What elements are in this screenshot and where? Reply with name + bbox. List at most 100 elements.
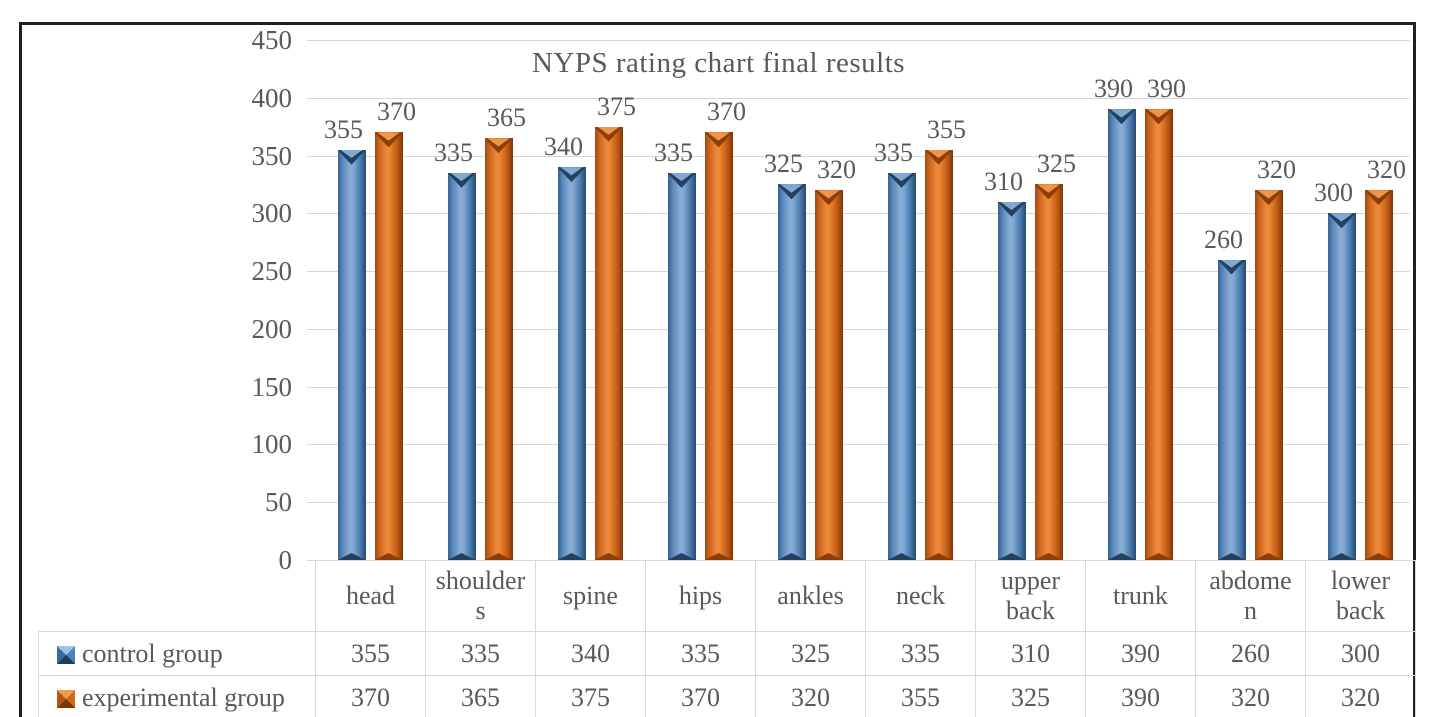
y-axis-tick-label: 0 bbox=[278, 545, 293, 575]
gridline bbox=[307, 97, 1410, 99]
legend-cell: control group bbox=[38, 631, 316, 676]
category-header-cell: ankles bbox=[755, 560, 866, 632]
bar-experimental-group-hips bbox=[704, 132, 733, 560]
gridline bbox=[307, 386, 1410, 388]
value-cell: 375 bbox=[535, 675, 646, 717]
value-cell: 370 bbox=[645, 675, 756, 717]
bar-base-shading bbox=[1217, 552, 1246, 560]
bar-experimental-group-neck bbox=[924, 149, 953, 560]
bar-base-shading bbox=[814, 552, 843, 560]
bar-base-shading bbox=[1254, 552, 1283, 560]
category-header-cell: neck bbox=[865, 560, 976, 632]
value-cell: 335 bbox=[865, 631, 976, 676]
bar-value-label: 370 bbox=[707, 97, 746, 127]
y-axis-tick-label: 350 bbox=[251, 140, 293, 171]
bar-value-label: 320 bbox=[1257, 155, 1296, 185]
bar-experimental-group-ankles bbox=[814, 190, 843, 560]
bar-value-label: 390 bbox=[1147, 74, 1186, 104]
series-row: experimental group 370 365 375 370 320 355 325 3… bbox=[38, 675, 1416, 717]
bar-value-label: 325 bbox=[1037, 149, 1076, 179]
legend-series-label: experimental group bbox=[82, 682, 285, 712]
bar-value-label: 340 bbox=[544, 132, 583, 162]
bar-base-shading bbox=[1327, 552, 1356, 560]
category-header-row: head shoulder s spine hips ankles neck upper b… bbox=[39, 560, 1416, 632]
bar-base-shading bbox=[447, 552, 476, 560]
category-header-cell: shoulder s bbox=[425, 560, 536, 632]
bar-value-label: 300 bbox=[1314, 178, 1353, 208]
value-cell: 340 bbox=[535, 631, 646, 676]
gridline bbox=[307, 155, 1410, 157]
bar-base-shading bbox=[557, 552, 586, 560]
legend-key-icon bbox=[57, 689, 75, 708]
bar-control-group-head bbox=[337, 149, 366, 560]
bar-base-shading bbox=[777, 552, 806, 560]
table-blank-corner bbox=[39, 561, 316, 632]
bar-experimental-group-shoulders bbox=[484, 138, 513, 560]
gridline bbox=[307, 213, 1410, 215]
bar-value-label: 335 bbox=[874, 137, 913, 167]
y-axis-tick-label: 50 bbox=[265, 487, 292, 518]
y-axis-tick-label: 100 bbox=[251, 429, 293, 460]
bar-value-label: 320 bbox=[1367, 155, 1406, 185]
bar-control-group-shoulders bbox=[447, 172, 476, 560]
bar-value-label: 335 bbox=[434, 137, 473, 167]
bar-value-label: 390 bbox=[1094, 74, 1133, 104]
value-cell: 370 bbox=[315, 675, 426, 717]
bar-experimental-group-abdomen bbox=[1254, 190, 1283, 560]
bar-base-shading bbox=[374, 552, 403, 560]
bar-base-shading bbox=[484, 552, 513, 560]
value-cell: 390 bbox=[1085, 631, 1196, 676]
value-cell: 365 bbox=[425, 675, 536, 717]
bar-value-label: 320 bbox=[817, 155, 856, 185]
value-cell: 325 bbox=[975, 675, 1086, 717]
gridline bbox=[307, 328, 1410, 330]
data-table: head shoulder s spine hips ankles neck upper b… bbox=[38, 560, 1416, 717]
y-axis-tick-label: 300 bbox=[251, 198, 293, 229]
value-cell: 320 bbox=[1305, 675, 1416, 717]
bar-control-group-lower-back bbox=[1327, 213, 1356, 560]
bar-value-label: 355 bbox=[324, 114, 363, 144]
value-cell: 335 bbox=[425, 631, 536, 676]
category-header-cell: lower back bbox=[1305, 560, 1416, 632]
legend-series-label: control group bbox=[82, 638, 223, 668]
bar-base-shading bbox=[924, 552, 953, 560]
bar-base-shading bbox=[1034, 552, 1063, 560]
legend-key-icon bbox=[57, 645, 75, 664]
bar-control-group-trunk bbox=[1107, 109, 1136, 560]
y-axis-tick-label: 250 bbox=[251, 256, 293, 287]
y-axis-tick-label: 150 bbox=[251, 371, 293, 402]
y-axis-tick-label: 450 bbox=[251, 25, 293, 55]
bar-value-label: 325 bbox=[764, 149, 803, 179]
value-cell: 325 bbox=[755, 631, 866, 676]
category-header-cell: head bbox=[315, 560, 426, 632]
bar-base-shading bbox=[594, 552, 623, 560]
bar-experimental-group-lower-back bbox=[1364, 190, 1393, 560]
y-axis-tick-label: 400 bbox=[251, 82, 293, 113]
bar-value-label: 260 bbox=[1204, 224, 1243, 254]
bar-control-group-upper-back bbox=[997, 201, 1026, 560]
value-cell: 320 bbox=[755, 675, 866, 717]
bar-experimental-group-spine bbox=[594, 126, 623, 560]
bar-base-shading bbox=[997, 552, 1026, 560]
value-cell: 260 bbox=[1195, 631, 1306, 676]
bar-base-shading bbox=[1144, 552, 1173, 560]
legend-cell: experimental group bbox=[38, 675, 316, 717]
bar-control-group-spine bbox=[557, 167, 586, 560]
chart-title: NYPS rating chart final results bbox=[531, 47, 906, 79]
category-header-cell: abdome n bbox=[1195, 560, 1306, 632]
bar-experimental-group-upper-back bbox=[1034, 184, 1063, 560]
bar-value-label: 365 bbox=[487, 103, 526, 133]
bar-control-group-ankles bbox=[777, 184, 806, 560]
bar-experimental-group-trunk bbox=[1144, 109, 1173, 560]
gridline bbox=[307, 502, 1410, 504]
gridline bbox=[307, 271, 1410, 273]
value-cell: 390 bbox=[1085, 675, 1196, 717]
bar-value-label: 335 bbox=[654, 137, 693, 167]
bar-control-group-abdomen bbox=[1217, 259, 1246, 560]
value-cell: 355 bbox=[865, 675, 976, 717]
category-header-cell: spine bbox=[535, 560, 646, 632]
gridline bbox=[307, 444, 1410, 446]
y-axis-tick-label: 200 bbox=[251, 313, 293, 344]
chart-frame-border bbox=[19, 22, 1416, 717]
